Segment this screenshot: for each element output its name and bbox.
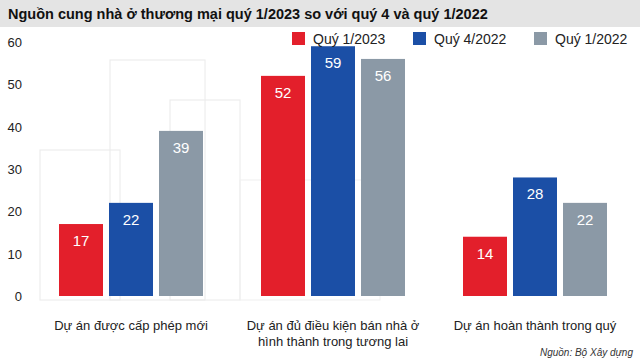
- legend-label: Quý 4/2022: [434, 31, 507, 47]
- x-tick-label: Dự án được cấp phép mới: [54, 318, 208, 333]
- bar: [109, 203, 153, 296]
- data-label: 59: [325, 54, 342, 71]
- bar: [463, 237, 507, 296]
- y-tick-label: 30: [8, 162, 22, 177]
- bar: [59, 224, 103, 296]
- title-band: [0, 0, 640, 27]
- data-labels: 17 22 39 52 59 56 14 28 22: [73, 54, 594, 262]
- y-tick-label: 10: [8, 247, 22, 262]
- y-tick-label: 60: [8, 35, 22, 50]
- legend-swatch: [292, 32, 305, 45]
- data-label: 17: [73, 232, 90, 249]
- legend-label: Quý 1/2023: [313, 31, 386, 47]
- y-tick-label: 50: [8, 77, 22, 92]
- bar: [159, 131, 203, 296]
- x-tick-label: Dự án hoàn thành trong quý: [454, 318, 617, 333]
- y-tick-label: 20: [8, 204, 22, 219]
- y-tick-label: 0: [15, 289, 22, 304]
- bar: [513, 177, 557, 296]
- x-tick-label-line: hình thành trong tương lai: [258, 334, 408, 349]
- data-label: 39: [173, 139, 190, 156]
- data-label: 22: [577, 211, 594, 228]
- legend-swatch: [534, 32, 547, 45]
- x-tick-label-line: Dự án được cấp phép mới: [54, 318, 208, 333]
- data-label: 28: [527, 185, 544, 202]
- x-tick-label-line: Dự án hoàn thành trong quý: [454, 318, 617, 333]
- decoration: [40, 150, 120, 300]
- data-label: 22: [123, 211, 140, 228]
- legend: Quý 1/2023 Quý 4/2022 Quý 1/2022: [292, 31, 628, 47]
- chart: Nguồn cung nhà ở thương mại quý 1/2023 s…: [0, 0, 640, 361]
- data-label: 52: [275, 84, 292, 101]
- bar: [563, 203, 607, 296]
- legend-swatch: [413, 32, 426, 45]
- decoration: [110, 60, 205, 300]
- bars: [59, 46, 607, 296]
- bar: [361, 59, 405, 296]
- title: Nguồn cung nhà ở thương mại quý 1/2023 s…: [8, 6, 488, 22]
- bar: [261, 76, 305, 296]
- x-tick-label: Dự án đủ điều kiện bán nhà ởhình thành t…: [247, 318, 420, 349]
- data-label: 56: [375, 67, 392, 84]
- x-tick-label-line: Dự án đủ điều kiện bán nhà ở: [247, 318, 420, 333]
- bar: [311, 46, 355, 296]
- source: Nguồn: Bộ Xây dựng: [540, 347, 634, 358]
- data-label: 14: [477, 245, 494, 262]
- legend-label: Quý 1/2022: [555, 31, 628, 47]
- y-tick-label: 40: [8, 120, 22, 135]
